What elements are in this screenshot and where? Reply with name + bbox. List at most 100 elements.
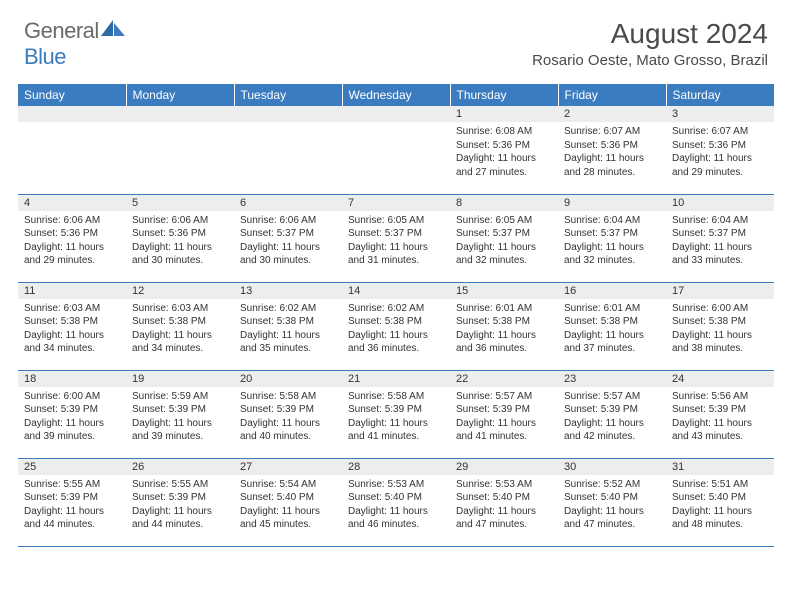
calendar-cell: 21Sunrise: 5:58 AMSunset: 5:39 PMDayligh… (342, 370, 450, 458)
daylight-text: Daylight: 11 hours and 29 minutes. (24, 241, 120, 268)
calendar-cell: 10Sunrise: 6:04 AMSunset: 5:37 PMDayligh… (666, 194, 774, 282)
day-detail: Sunrise: 6:07 AMSunset: 5:36 PMDaylight:… (666, 122, 774, 183)
weekday-header: Sunday (18, 84, 126, 106)
daylight-text: Daylight: 11 hours and 33 minutes. (672, 241, 768, 268)
calendar-cell: 6 Sunrise: 6:06 AMSunset: 5:37 PMDaylight… (234, 194, 342, 282)
weekday-header: Wednesday (342, 84, 450, 106)
calendar-table: SundayMondayTuesdayWednesdayThursdayFrid… (18, 84, 774, 547)
sunrise-text: Sunrise: 6:06 AM (24, 214, 120, 228)
calendar-cell: 16Sunrise: 6:01 AMSunset: 5:38 PMDayligh… (558, 282, 666, 370)
calendar-cell (126, 106, 234, 194)
daylight-text: Daylight: 11 hours and 39 minutes. (24, 417, 120, 444)
daylight-text: Daylight: 11 hours and 36 minutes. (456, 329, 552, 356)
sunset-text: Sunset: 5:40 PM (564, 491, 660, 505)
daylight-text: Daylight: 11 hours and 32 minutes. (456, 241, 552, 268)
day-detail: Sunrise: 5:54 AMSunset: 5:40 PMDaylight:… (234, 475, 342, 536)
day-detail: Sunrise: 5:56 AMSunset: 5:39 PMDaylight:… (666, 387, 774, 448)
calendar-cell: 22Sunrise: 5:57 AMSunset: 5:39 PMDayligh… (450, 370, 558, 458)
day-number: 6 (234, 195, 342, 211)
calendar-cell: 31Sunrise: 5:51 AMSunset: 5:40 PMDayligh… (666, 458, 774, 546)
day-number: 15 (450, 283, 558, 299)
sunset-text: Sunset: 5:37 PM (240, 227, 336, 241)
day-number: 2 (558, 106, 666, 122)
calendar-cell: 19Sunrise: 5:59 AMSunset: 5:39 PMDayligh… (126, 370, 234, 458)
sunset-text: Sunset: 5:38 PM (564, 315, 660, 329)
day-number: 10 (666, 195, 774, 211)
day-detail: Sunrise: 6:03 AMSunset: 5:38 PMDaylight:… (18, 299, 126, 360)
day-detail: Sunrise: 6:02 AMSunset: 5:38 PMDaylight:… (342, 299, 450, 360)
day-number: 22 (450, 371, 558, 387)
day-number: 7 (342, 195, 450, 211)
day-detail: Sunrise: 6:01 AMSunset: 5:38 PMDaylight:… (558, 299, 666, 360)
day-number: 25 (18, 459, 126, 475)
daylight-text: Daylight: 11 hours and 44 minutes. (132, 505, 228, 532)
daylight-text: Daylight: 11 hours and 48 minutes. (672, 505, 768, 532)
sunset-text: Sunset: 5:40 PM (456, 491, 552, 505)
sunset-text: Sunset: 5:40 PM (672, 491, 768, 505)
calendar-week-row: 11Sunrise: 6:03 AMSunset: 5:38 PMDayligh… (18, 282, 774, 370)
sunset-text: Sunset: 5:36 PM (672, 139, 768, 153)
day-number: 19 (126, 371, 234, 387)
day-detail: Sunrise: 6:06 AMSunset: 5:36 PMDaylight:… (18, 211, 126, 272)
day-detail: Sunrise: 6:06 AMSunset: 5:36 PMDaylight:… (126, 211, 234, 272)
daylight-text: Daylight: 11 hours and 44 minutes. (24, 505, 120, 532)
daylight-text: Daylight: 11 hours and 41 minutes. (348, 417, 444, 444)
calendar-cell: 15Sunrise: 6:01 AMSunset: 5:38 PMDayligh… (450, 282, 558, 370)
day-number: 20 (234, 371, 342, 387)
calendar-cell: 5Sunrise: 6:06 AMSunset: 5:36 PMDaylight… (126, 194, 234, 282)
day-detail: Sunrise: 5:53 AMSunset: 5:40 PMDaylight:… (342, 475, 450, 536)
day-number: 3 (666, 106, 774, 122)
weekday-header-row: SundayMondayTuesdayWednesdayThursdayFrid… (18, 84, 774, 106)
day-number: 8 (450, 195, 558, 211)
sunrise-text: Sunrise: 5:55 AM (24, 478, 120, 492)
sunrise-text: Sunrise: 5:57 AM (456, 390, 552, 404)
calendar-cell: 18Sunrise: 6:00 AMSunset: 5:39 PMDayligh… (18, 370, 126, 458)
sunrise-text: Sunrise: 5:59 AM (132, 390, 228, 404)
day-detail: Sunrise: 6:08 AMSunset: 5:36 PMDaylight:… (450, 122, 558, 183)
day-number: 28 (342, 459, 450, 475)
calendar-cell: 25Sunrise: 5:55 AMSunset: 5:39 PMDayligh… (18, 458, 126, 546)
sunset-text: Sunset: 5:36 PM (24, 227, 120, 241)
sunrise-text: Sunrise: 6:07 AM (672, 125, 768, 139)
day-detail: Sunrise: 5:59 AMSunset: 5:39 PMDaylight:… (126, 387, 234, 448)
sunset-text: Sunset: 5:38 PM (456, 315, 552, 329)
sunset-text: Sunset: 5:38 PM (240, 315, 336, 329)
daylight-text: Daylight: 11 hours and 36 minutes. (348, 329, 444, 356)
calendar-cell: 23Sunrise: 5:57 AMSunset: 5:39 PMDayligh… (558, 370, 666, 458)
sunset-text: Sunset: 5:36 PM (564, 139, 660, 153)
sunset-text: Sunset: 5:37 PM (456, 227, 552, 241)
day-detail: Sunrise: 6:00 AMSunset: 5:38 PMDaylight:… (666, 299, 774, 360)
day-number: 24 (666, 371, 774, 387)
calendar-cell: 8Sunrise: 6:05 AMSunset: 5:37 PMDaylight… (450, 194, 558, 282)
sunrise-text: Sunrise: 6:06 AM (240, 214, 336, 228)
daylight-text: Daylight: 11 hours and 34 minutes. (24, 329, 120, 356)
day-detail: Sunrise: 5:57 AMSunset: 5:39 PMDaylight:… (558, 387, 666, 448)
sunset-text: Sunset: 5:36 PM (132, 227, 228, 241)
calendar-cell: 14Sunrise: 6:02 AMSunset: 5:38 PMDayligh… (342, 282, 450, 370)
day-number: 11 (18, 283, 126, 299)
day-number (18, 106, 126, 122)
day-number: 29 (450, 459, 558, 475)
calendar-cell: 20Sunrise: 5:58 AMSunset: 5:39 PMDayligh… (234, 370, 342, 458)
sunrise-text: Sunrise: 5:53 AM (456, 478, 552, 492)
day-detail: Sunrise: 6:04 AMSunset: 5:37 PMDaylight:… (558, 211, 666, 272)
weekday-header: Monday (126, 84, 234, 106)
logo-text: General Blue (24, 18, 127, 70)
daylight-text: Daylight: 11 hours and 30 minutes. (240, 241, 336, 268)
sunset-text: Sunset: 5:38 PM (132, 315, 228, 329)
weekday-header: Saturday (666, 84, 774, 106)
sunset-text: Sunset: 5:39 PM (24, 403, 120, 417)
day-detail: Sunrise: 6:01 AMSunset: 5:38 PMDaylight:… (450, 299, 558, 360)
sunset-text: Sunset: 5:39 PM (132, 491, 228, 505)
daylight-text: Daylight: 11 hours and 42 minutes. (564, 417, 660, 444)
sunrise-text: Sunrise: 6:06 AM (132, 214, 228, 228)
daylight-text: Daylight: 11 hours and 38 minutes. (672, 329, 768, 356)
calendar-cell: 27Sunrise: 5:54 AMSunset: 5:40 PMDayligh… (234, 458, 342, 546)
sunrise-text: Sunrise: 6:05 AM (348, 214, 444, 228)
day-number: 27 (234, 459, 342, 475)
sunrise-text: Sunrise: 6:01 AM (564, 302, 660, 316)
calendar-cell (342, 106, 450, 194)
sunrise-text: Sunrise: 6:04 AM (672, 214, 768, 228)
logo-sail-icon (99, 18, 127, 38)
calendar-cell: 13Sunrise: 6:02 AMSunset: 5:38 PMDayligh… (234, 282, 342, 370)
